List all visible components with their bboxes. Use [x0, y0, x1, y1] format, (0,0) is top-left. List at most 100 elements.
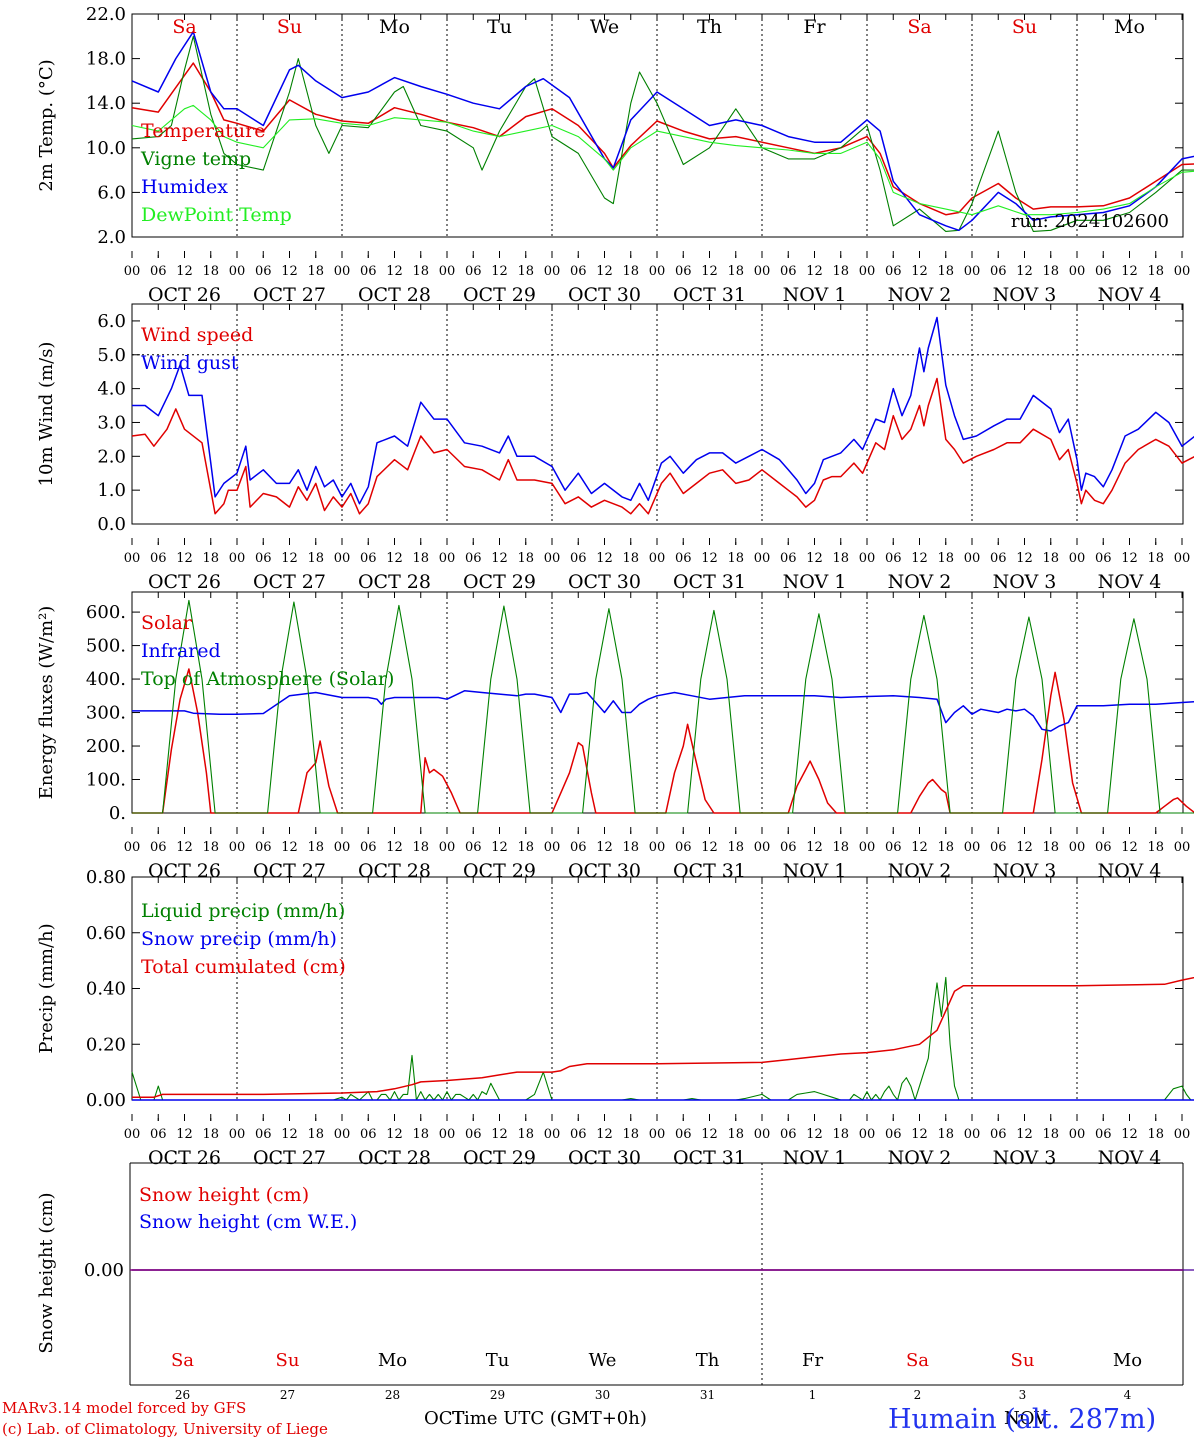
y-tick-label: 0.00	[84, 1260, 124, 1281]
weekday-label: We	[589, 1350, 617, 1371]
weekday-label: Sa	[906, 1350, 929, 1371]
hour-tick-label: 06	[255, 264, 272, 279]
hour-tick-label: 00	[1174, 840, 1191, 855]
legend-entry: Snow height (cm)	[139, 1184, 309, 1206]
hour-tick-label: 18	[727, 551, 744, 566]
hour-tick-label: 06	[150, 264, 167, 279]
panel-4: 0.00 0.20 0.40 0.60 0.80 Precip (mm/h) Liquid …	[36, 867, 1194, 1169]
date-label: OCT 29	[463, 1147, 536, 1169]
weekday-label: Su	[1012, 16, 1037, 38]
hour-tick-label: 18	[202, 264, 219, 279]
panel-2: 0.0 1.0 2.0 3.0 4.0 5.0 6.0 10m Wind (m/s) Wind …	[36, 303, 1194, 593]
date-label: NOV 4	[1098, 571, 1162, 593]
oct-month-label: OCT	[424, 1408, 465, 1429]
hour-tick-label: 12	[911, 264, 928, 279]
hour-tick-label: 12	[491, 1127, 508, 1142]
y-tick-label: 0.60	[86, 923, 126, 944]
hour-tick-label: 06	[465, 840, 482, 855]
hour-tick-label: 12	[806, 1127, 823, 1142]
hour-tick-label: 06	[1095, 840, 1112, 855]
hour-tick-label: 06	[150, 1127, 167, 1142]
weekday-label: Fr	[802, 1350, 823, 1371]
y-axis-label: Snow height (cm)	[36, 1192, 57, 1353]
hour-tick-label: 18	[832, 551, 849, 566]
day-number-label: 31	[700, 1388, 715, 1402]
weekday-label: Th	[696, 1350, 720, 1371]
series-line	[131, 31, 1194, 232]
hour-tick-label: 06	[1095, 551, 1112, 566]
hour-tick-label: 06	[675, 551, 692, 566]
hour-tick-label: 00	[544, 1127, 561, 1142]
series-line	[132, 690, 1194, 732]
y-tick-label: 22.0	[86, 4, 126, 25]
hour-tick-label: 18	[727, 1127, 744, 1142]
series-line	[132, 599, 1194, 814]
hour-tick-label: 12	[806, 551, 823, 566]
hour-tick-label: 12	[491, 551, 508, 566]
hour-tick-label: 06	[990, 264, 1007, 279]
y-tick-label: 300.	[86, 703, 126, 724]
day-number-label: 4	[1124, 1388, 1132, 1402]
hour-tick-label: 00	[649, 264, 666, 279]
hour-tick-label: 00	[544, 264, 561, 279]
hour-tick-label: 12	[1121, 551, 1138, 566]
hour-tick-label: 00	[1069, 840, 1086, 855]
hour-tick-label: 00	[124, 264, 141, 279]
date-label: NOV 3	[993, 571, 1057, 593]
hour-tick-label: 18	[307, 840, 324, 855]
date-label: OCT 30	[568, 284, 641, 306]
hour-tick-label: 06	[465, 1127, 482, 1142]
hour-tick-label: 18	[412, 840, 429, 855]
hour-tick-label: 00	[754, 1127, 771, 1142]
weekday-label: Tu	[487, 16, 512, 38]
hour-tick-label: 18	[832, 1127, 849, 1142]
hour-tick-label: 12	[1121, 1127, 1138, 1142]
hour-tick-label: 18	[202, 1127, 219, 1142]
date-label: OCT 26	[148, 571, 221, 593]
weekday-label: Su	[277, 16, 302, 38]
date-label: OCT 28	[358, 571, 431, 593]
hour-tick-label: 06	[675, 840, 692, 855]
weekday-label: Mo	[1113, 1350, 1142, 1371]
y-tick-label: 6.0	[97, 311, 126, 332]
hour-tick-label: 00	[229, 840, 246, 855]
date-label: OCT 30	[568, 571, 641, 593]
y-tick-label: 1.0	[97, 480, 126, 501]
hour-tick-label: 06	[1095, 1127, 1112, 1142]
hour-tick-label: 06	[255, 1127, 272, 1142]
hour-tick-label: 06	[150, 551, 167, 566]
y-tick-label: 0.00	[86, 1090, 126, 1111]
hour-tick-label: 00	[439, 1127, 456, 1142]
run-annotation: run: 2024102600	[1011, 211, 1169, 232]
panel-1: 2.0 6.0 10.0 14.0 18.0 22.0 2m Temp. (°C) Tempe…	[36, 4, 1194, 306]
station-name: Humain (alt. 287m)	[888, 1404, 1156, 1435]
hour-tick-label: 06	[570, 1127, 587, 1142]
date-label: NOV 4	[1098, 1147, 1162, 1169]
hour-tick-label: 00	[334, 551, 351, 566]
weekday-label: Mo	[378, 1350, 407, 1371]
hour-tick-label: 18	[517, 551, 534, 566]
hour-tick-label: 12	[701, 264, 718, 279]
hour-tick-label: 18	[937, 551, 954, 566]
legend-entry: Humidex	[141, 176, 228, 198]
hour-tick-label: 00	[964, 264, 981, 279]
hour-tick-label: 12	[911, 840, 928, 855]
hour-tick-label: 06	[990, 1127, 1007, 1142]
hour-tick-label: 00	[439, 264, 456, 279]
day-number-label: 2	[914, 1388, 922, 1402]
hour-tick-label: 00	[754, 264, 771, 279]
date-label: NOV 2	[888, 571, 952, 593]
hour-tick-label: 18	[727, 264, 744, 279]
hour-tick-label: 18	[202, 840, 219, 855]
hour-tick-label: 18	[1147, 551, 1164, 566]
legend-entry: Top of Atmosphere (Solar)	[141, 668, 394, 690]
day-number-label: 28	[385, 1388, 400, 1402]
y-axis-label: Precip (mm/h)	[36, 923, 57, 1053]
hour-tick-label: 00	[334, 840, 351, 855]
hour-tick-label: 12	[596, 840, 613, 855]
hour-tick-label: 18	[1042, 264, 1059, 279]
date-label: OCT 27	[253, 284, 326, 306]
hour-tick-label: 06	[885, 264, 902, 279]
legend-entry: Solar	[141, 612, 193, 634]
